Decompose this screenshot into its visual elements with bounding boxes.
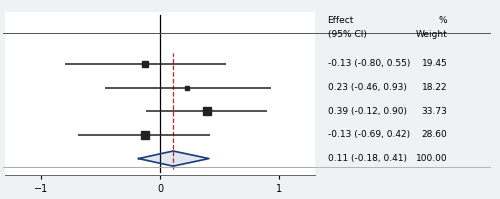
Text: Weight: Weight: [416, 30, 448, 39]
Text: 0.39 (-0.12, 0.90): 0.39 (-0.12, 0.90): [328, 107, 406, 116]
Text: %: %: [439, 16, 448, 25]
Text: 33.73: 33.73: [422, 107, 448, 116]
Text: (95% CI): (95% CI): [328, 30, 366, 39]
Text: 0.11 (-0.18, 0.41): 0.11 (-0.18, 0.41): [328, 154, 406, 163]
Text: Effect: Effect: [328, 16, 354, 25]
Polygon shape: [138, 151, 209, 166]
Text: -0.13 (-0.80, 0.55): -0.13 (-0.80, 0.55): [328, 60, 410, 68]
Text: 100.00: 100.00: [416, 154, 448, 163]
Text: 18.22: 18.22: [422, 83, 448, 92]
Text: 28.60: 28.60: [422, 130, 448, 139]
Text: 0.23 (-0.46, 0.93): 0.23 (-0.46, 0.93): [328, 83, 406, 92]
Text: -0.13 (-0.69, 0.42): -0.13 (-0.69, 0.42): [328, 130, 409, 139]
Text: 19.45: 19.45: [422, 60, 448, 68]
